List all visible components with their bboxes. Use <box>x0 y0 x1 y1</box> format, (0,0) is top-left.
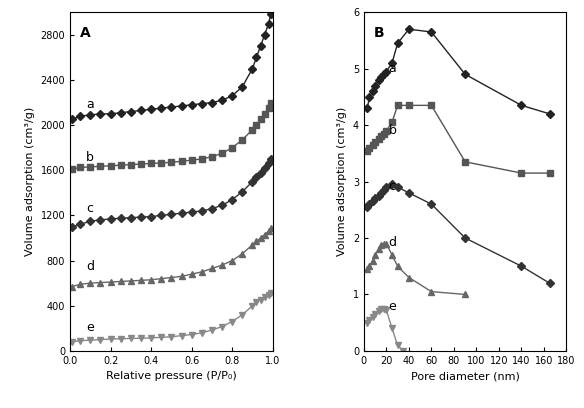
Text: e: e <box>388 300 397 313</box>
Text: b: b <box>388 124 397 137</box>
Y-axis label: Volume adsorption (cm³/g): Volume adsorption (cm³/g) <box>25 107 35 256</box>
Text: a: a <box>388 62 397 75</box>
X-axis label: Relative pressure (P/P₀): Relative pressure (P/P₀) <box>106 371 237 381</box>
Text: c: c <box>388 180 395 193</box>
Text: A: A <box>80 26 91 40</box>
Text: B: B <box>374 26 385 40</box>
Text: e: e <box>86 321 94 334</box>
Text: d: d <box>86 259 94 273</box>
Text: a: a <box>86 98 94 111</box>
Text: b: b <box>86 151 94 164</box>
X-axis label: Pore diameter (nm): Pore diameter (nm) <box>411 371 520 381</box>
Text: c: c <box>86 202 93 215</box>
Y-axis label: Volume adsorption (cm³/g): Volume adsorption (cm³/g) <box>337 107 347 256</box>
Text: d: d <box>388 237 397 249</box>
